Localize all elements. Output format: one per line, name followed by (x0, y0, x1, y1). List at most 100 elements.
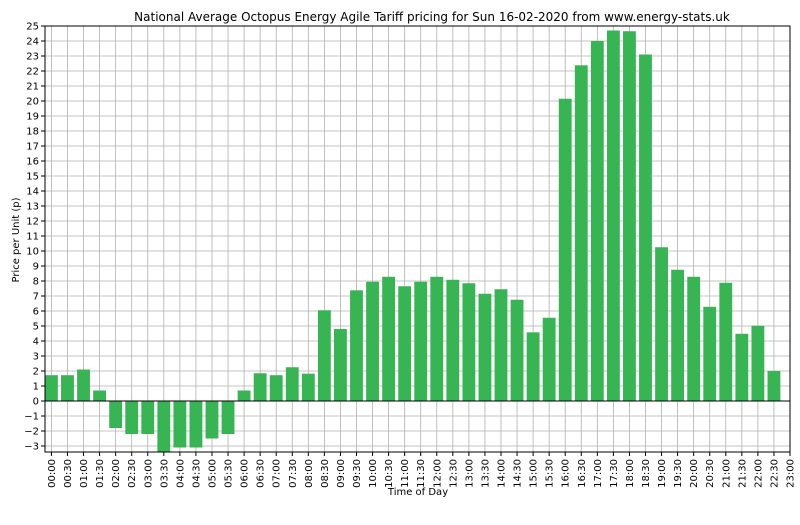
x-tick-label: 08:30 (320, 459, 331, 488)
x-tick-label: 23:00 (786, 459, 797, 488)
x-tick-label: 06:30 (256, 459, 267, 488)
y-tick-label: 3 (33, 352, 39, 363)
x-tick-label: 05:30 (224, 459, 235, 488)
y-tick-label: 16 (26, 157, 39, 168)
x-tick-label: 09:30 (352, 459, 363, 488)
x-tick-label: 17:30 (609, 459, 620, 488)
y-tick-label: 6 (33, 307, 39, 318)
y-tick-label: 15 (26, 172, 39, 183)
bar (414, 281, 428, 401)
bar (205, 401, 219, 439)
x-tick-label: 03:30 (159, 459, 170, 488)
y-tick-label: 21 (26, 82, 39, 93)
y-tick-label: 11 (26, 232, 39, 243)
bar (767, 371, 781, 401)
bar (494, 289, 508, 401)
x-tick-label: 18:00 (625, 459, 636, 488)
bar (574, 65, 588, 402)
bar (141, 401, 155, 434)
y-tick-label: 12 (26, 217, 39, 228)
y-tick-label: 0 (33, 397, 39, 408)
x-tick-label: 14:30 (513, 459, 524, 488)
x-tick-label: 01:30 (95, 459, 106, 488)
x-tick-label: 14:00 (496, 459, 507, 488)
x-tick-label: 03:00 (143, 459, 154, 488)
bar (189, 401, 203, 448)
bar (301, 373, 315, 401)
bar (510, 299, 524, 401)
x-tick-label: 11:30 (416, 459, 427, 488)
x-tick-label: 10:30 (384, 459, 395, 488)
y-tick-label: 22 (26, 67, 39, 78)
x-tick-label: 02:30 (127, 459, 138, 488)
y-axis-label: Price per Unit (p) (11, 197, 22, 282)
y-tick-label: 17 (26, 142, 39, 153)
x-tick-label: 02:00 (111, 459, 122, 488)
x-tick-label: 22:00 (753, 459, 764, 488)
x-tick-label: 21:00 (721, 459, 732, 488)
bar (558, 98, 572, 401)
x-tick-label: 15:30 (545, 459, 556, 488)
bar (703, 306, 717, 401)
x-tick-label: 13:00 (464, 459, 475, 488)
bar (655, 247, 668, 401)
bar (109, 401, 123, 428)
bar (350, 290, 363, 401)
x-tick-label: 16:00 (561, 459, 572, 488)
x-tick-label: 22:30 (769, 459, 780, 488)
y-tick-label: −3 (24, 442, 39, 453)
y-tick-label: 13 (26, 202, 39, 213)
bar-series (45, 30, 781, 452)
bar (125, 401, 139, 434)
bar (221, 401, 235, 434)
bar (639, 54, 652, 401)
bar (77, 369, 90, 401)
x-tick-label: 00:00 (47, 459, 58, 488)
x-tick-label: 21:30 (737, 459, 748, 488)
chart-title: National Average Octopus Energy Agile Ta… (134, 10, 730, 24)
bar (590, 41, 604, 401)
bar (671, 269, 685, 401)
x-tick-label: 12:30 (448, 459, 459, 488)
y-tick-label: 4 (33, 337, 39, 348)
x-tick-label: 00:30 (63, 459, 74, 488)
bar (269, 375, 283, 401)
bar (173, 401, 187, 448)
y-tick-label: 18 (26, 127, 39, 138)
bar (623, 31, 636, 401)
bar (526, 332, 540, 401)
bar (237, 390, 251, 401)
bar (61, 375, 74, 401)
x-tick-label: 11:00 (400, 459, 411, 488)
bar (366, 281, 379, 401)
x-axis-ticks: 00:00 00:30 01:00 01:30 02:00 02:30 03:00 03:30… (47, 452, 797, 488)
bar (157, 401, 171, 452)
bar (478, 293, 492, 401)
x-tick-label: 19:00 (657, 459, 668, 488)
x-tick-label: 07:30 (288, 459, 299, 488)
y-tick-label: 19 (26, 112, 39, 123)
x-tick-label: 09:00 (336, 459, 347, 488)
x-tick-label: 08:00 (304, 459, 315, 488)
y-tick-label: 2 (33, 367, 39, 378)
y-tick-label: 23 (26, 52, 39, 63)
y-tick-label: 14 (26, 187, 39, 198)
y-tick-label: 20 (26, 97, 39, 108)
x-tick-label: 05:00 (207, 459, 218, 488)
x-tick-label: 13:30 (480, 459, 491, 488)
y-tick-label: 24 (26, 37, 39, 48)
bar (45, 375, 58, 401)
y-tick-label: −2 (24, 427, 39, 438)
bar (253, 373, 267, 401)
x-tick-label: 20:00 (689, 459, 700, 488)
bar (751, 325, 765, 401)
bar (446, 279, 460, 401)
x-tick-label: 04:00 (175, 459, 186, 488)
x-tick-label: 18:30 (641, 459, 652, 488)
bar (285, 367, 299, 401)
bar (317, 310, 331, 401)
bar (398, 286, 412, 401)
y-tick-label: 9 (33, 262, 39, 273)
x-tick-label: 01:00 (79, 459, 90, 488)
